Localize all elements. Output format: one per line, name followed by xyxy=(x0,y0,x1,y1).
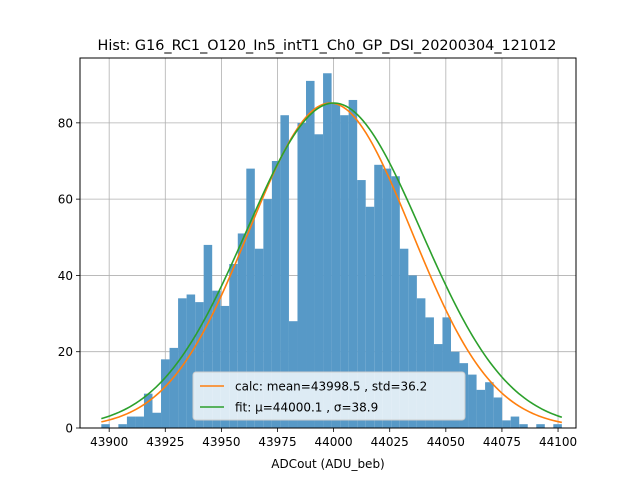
histogram-bar xyxy=(101,424,110,428)
histogram-bar xyxy=(271,160,281,428)
y-tick-label: 40 xyxy=(58,269,73,283)
histogram-bar xyxy=(152,412,162,428)
series-line xyxy=(101,102,563,420)
histogram-bar xyxy=(297,122,307,428)
legend: calc: mean=43998.5 , std=36.2 fit: μ=4400… xyxy=(192,371,466,421)
histogram-bar xyxy=(237,233,247,428)
histogram-bar xyxy=(374,164,383,428)
histogram-bar xyxy=(280,115,289,428)
legend-label: fit: μ=44000.1 , σ=38.9 xyxy=(235,401,378,415)
histogram-bar xyxy=(143,393,153,428)
histogram-bar xyxy=(519,424,528,428)
histogram-bar xyxy=(348,99,358,428)
histogram-bar xyxy=(553,424,562,428)
histogram-bar xyxy=(399,248,409,428)
histogram-bar xyxy=(195,302,204,428)
histogram-bar xyxy=(510,416,520,428)
histogram-bar xyxy=(331,103,341,428)
x-tick-label: 44100 xyxy=(539,435,577,449)
histogram-bar xyxy=(229,263,238,428)
x-tick-label: 44000 xyxy=(315,435,353,449)
histogram-bar xyxy=(203,244,213,428)
x-tick-label: 43900 xyxy=(90,435,128,449)
y-tick-label: 0 xyxy=(65,422,73,436)
histogram-bar xyxy=(306,80,315,428)
histogram-bar xyxy=(493,397,503,428)
y-tick-label: 60 xyxy=(58,193,73,207)
legend-box xyxy=(192,371,466,421)
histogram-bar xyxy=(408,275,417,428)
x-tick-label: 43950 xyxy=(202,435,240,449)
histogram-bar xyxy=(468,374,477,428)
x-tick-label: 43975 xyxy=(258,435,296,449)
histogram-bar xyxy=(536,424,545,428)
histogram-bar xyxy=(502,420,511,428)
histogram-bar xyxy=(476,389,486,428)
histogram-bar xyxy=(169,347,179,428)
histogram-bar xyxy=(357,180,366,428)
histogram-bar xyxy=(314,134,324,428)
x-axis-label: ADCout (ADU_beb) xyxy=(271,457,385,471)
histogram-bar xyxy=(323,73,332,429)
x-axis-ticks: 43900 43925 43950 43975 44000 44025 44050 44075… xyxy=(90,428,577,449)
histogram-bar xyxy=(126,416,136,428)
histogram-bar xyxy=(416,298,426,428)
histogram-bar xyxy=(254,248,264,428)
x-tick-label: 43925 xyxy=(146,435,184,449)
histogram-bar xyxy=(212,290,221,428)
legend-label: calc: mean=43998.5 , std=36.2 xyxy=(235,380,427,394)
histogram-bar xyxy=(365,206,375,428)
histogram-bar xyxy=(382,168,392,428)
histogram-bar xyxy=(391,176,400,428)
histogram-bar xyxy=(178,298,187,428)
histogram-bar xyxy=(220,305,230,428)
histogram-bar xyxy=(246,168,255,428)
histogram-bar xyxy=(186,294,196,428)
x-tick-label: 44075 xyxy=(483,435,521,449)
y-axis-ticks: 0 20 40 60 80 xyxy=(58,116,80,436)
gaussian-curves xyxy=(101,102,563,424)
histogram-bar xyxy=(161,359,170,428)
chart-title: Hist: G16_RC1_O120_In5_intT1_Ch0_GP_DSI_… xyxy=(98,38,557,54)
plot-frame xyxy=(79,57,577,429)
y-tick-label: 80 xyxy=(58,116,73,130)
histogram-bar xyxy=(118,424,127,428)
histogram-bar xyxy=(485,382,494,428)
y-tick-label: 20 xyxy=(58,345,73,359)
histogram-bar xyxy=(263,199,272,428)
x-tick-label: 44025 xyxy=(371,435,409,449)
histogram-bar xyxy=(135,416,144,428)
histogram-bar xyxy=(340,115,349,428)
x-tick-label: 44050 xyxy=(427,435,465,449)
